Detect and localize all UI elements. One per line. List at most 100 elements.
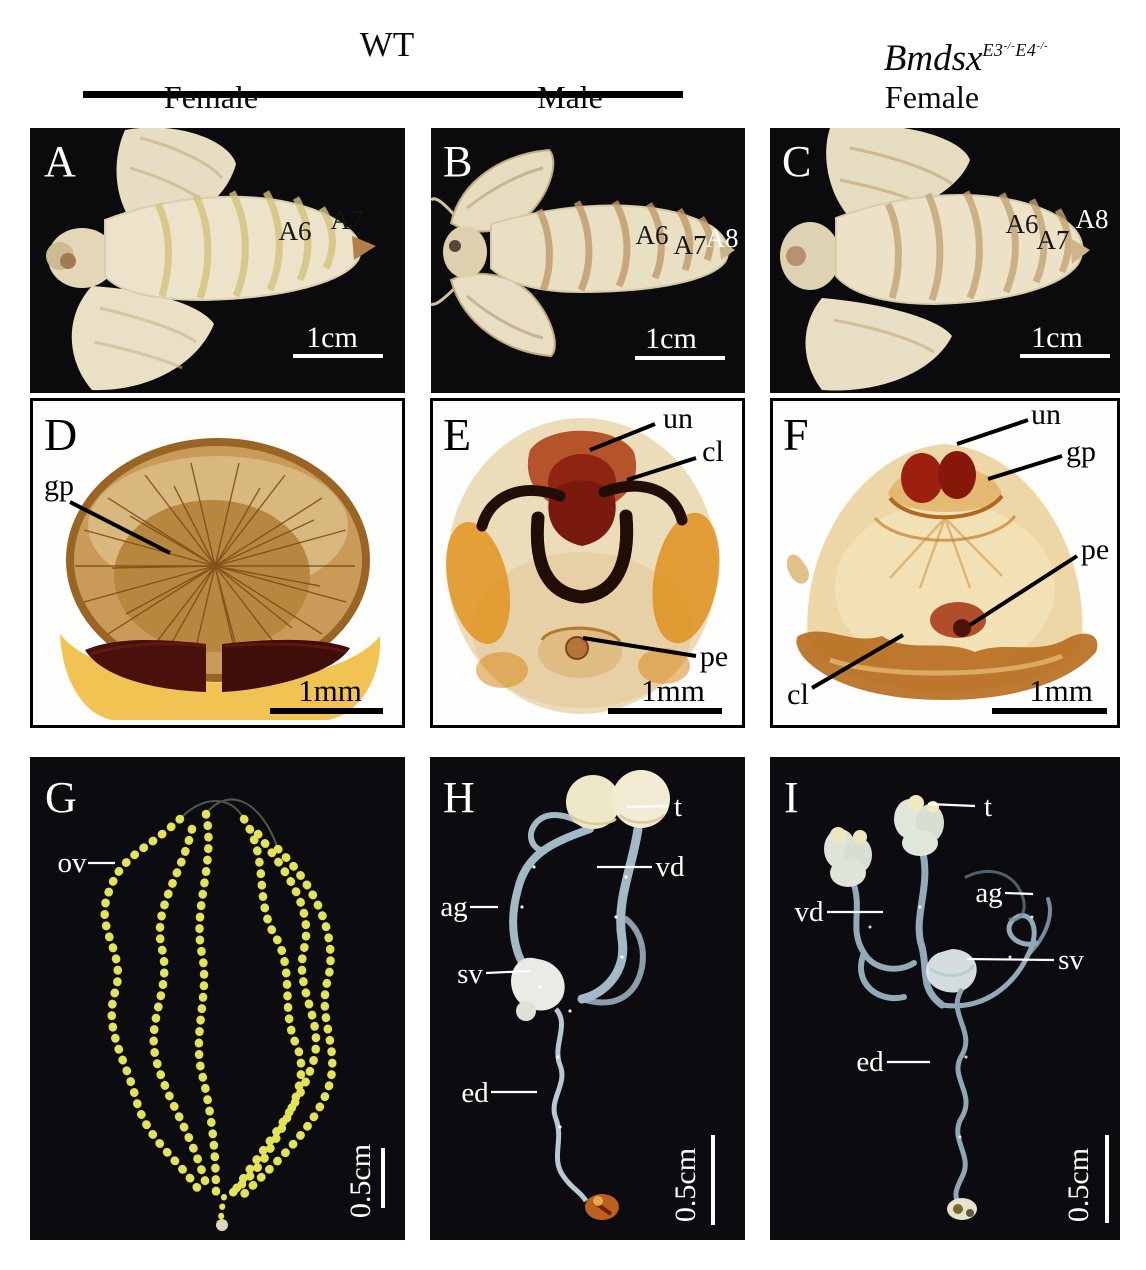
structure-label-gp: gp — [44, 469, 74, 502]
structure-label-ed: ed — [461, 1077, 489, 1109]
scale-bar — [381, 1148, 385, 1208]
leader-line-sv — [966, 957, 1055, 962]
panel-letter: D — [44, 409, 77, 460]
leader-line-un — [589, 422, 656, 452]
panel-A-wt-female-abdomen: A6 A7 A 1cm — [30, 128, 405, 393]
segment-label-a8: A8 — [706, 223, 739, 253]
segment-label-a6: A6 — [279, 216, 312, 246]
panel-D-wt-female-genitalia: gp D 1mm — [30, 398, 405, 728]
leader-line-pe — [582, 636, 697, 658]
segment-label-a7: A7 — [331, 205, 364, 235]
scale-label: 1mm — [1029, 673, 1093, 708]
structure-label-pe: pe — [700, 640, 728, 673]
mutant-allele-e4: E4 — [1015, 40, 1037, 60]
scale-label: 0.5cm — [669, 1148, 702, 1222]
structure-label-ag: ag — [440, 891, 467, 923]
panel-H-wt-male-reproductive-organs: t vd ag sv ed H 0.5cm — [430, 757, 745, 1240]
scale-bar — [1105, 1135, 1109, 1223]
wt-underline-bar — [83, 91, 683, 98]
panel-letter: G — [45, 773, 77, 822]
panel-E-wt-male-genitalia: un cl pe E 1mm — [430, 398, 745, 728]
structure-label-vd: vd — [795, 896, 825, 928]
panel-G-wt-female-ovary: ov G 0.5cm — [30, 757, 405, 1240]
structure-label-ed: ed — [856, 1046, 884, 1078]
panel-letter: F — [783, 409, 809, 460]
speckles — [868, 905, 1034, 1139]
moth-illustration — [431, 148, 735, 358]
column-label-mutant-female: Female — [884, 79, 980, 115]
moth-illustration — [780, 128, 1090, 391]
segment-label-a6: A6 — [1006, 209, 1039, 239]
panel-C-mutant-female-abdomen: A6 A7 A8 C 1cm — [770, 128, 1120, 393]
mutant-allele-e4-genotype: -/- — [1036, 40, 1049, 52]
degenerate-testis-clusters — [824, 795, 944, 887]
panel-letter: B — [443, 137, 472, 186]
structure-label-t: t — [984, 791, 992, 823]
leader-line-cl — [810, 633, 905, 690]
genitalia-illustration — [445, 418, 720, 714]
reproductive-tract-illustration — [509, 770, 670, 1220]
claspers — [476, 480, 688, 604]
scale-label: 1cm — [645, 322, 697, 355]
leader-line-pe — [968, 554, 1079, 627]
scale-bar — [608, 708, 722, 714]
panel-letter: C — [782, 137, 811, 186]
scale-bar — [992, 708, 1107, 714]
structure-label-sv: sv — [1058, 944, 1084, 976]
column-label-wt-female: Female — [163, 79, 259, 115]
panel-letter: E — [443, 409, 471, 460]
structure-label-pe: pe — [1081, 533, 1109, 566]
panel-letter: I — [784, 773, 799, 822]
structure-label-t: t — [674, 791, 682, 823]
scale-bar — [1020, 354, 1110, 358]
structure-label-un: un — [1031, 398, 1061, 431]
segment-label-a7: A7 — [674, 230, 707, 260]
group-label-mutant: BmdsxE3-/-E4-/- — [806, 40, 1126, 77]
leader-line-gp — [987, 454, 1063, 481]
scale-bar — [270, 708, 383, 714]
segment-label-a8: A8 — [1076, 204, 1109, 234]
panel-letter: A — [44, 137, 76, 186]
segment-label-a6: A6 — [636, 220, 669, 250]
moth-illustration — [46, 128, 376, 391]
speckles — [520, 865, 628, 1129]
scale-label: 0.5cm — [1062, 1148, 1095, 1222]
structure-label-cl: cl — [787, 678, 809, 711]
structure-label-sv: sv — [457, 958, 483, 990]
leader-line-t — [927, 802, 976, 808]
structure-label-vd: vd — [656, 851, 686, 883]
column-label-wt-male: Male — [537, 79, 603, 115]
scale-label: 0.5cm — [344, 1144, 377, 1218]
scale-bar — [635, 356, 725, 360]
structure-label-cl: cl — [702, 435, 724, 468]
leader-line-sv — [485, 969, 531, 975]
radiating-setae — [75, 462, 355, 670]
reproductive-tract-illustration — [824, 795, 1052, 1220]
leader-line-cl — [626, 456, 697, 482]
scale-label: 1mm — [298, 673, 362, 708]
genitalia-illustration — [786, 444, 1098, 700]
scale-bar — [293, 354, 383, 358]
scale-label: 1cm — [1031, 321, 1083, 354]
scale-label: 1cm — [306, 321, 358, 354]
group-label-wt: WT — [359, 25, 415, 64]
scale-bar — [711, 1135, 715, 1225]
panel-I-mutant-female-reproductive-organs: t ag vd sv ed I 0.5cm — [770, 757, 1120, 1240]
leader-line-un — [956, 418, 1029, 446]
panel-B-wt-male-abdomen: A6 A7 A8 B 1cm — [431, 128, 745, 393]
panel-letter: H — [443, 773, 475, 822]
leader-line-ag — [1004, 891, 1034, 896]
mutant-allele-e3-genotype: -/- — [1003, 40, 1016, 52]
panel-F-mutant-female-genitalia: un gp pe cl F 1mm — [770, 398, 1120, 728]
genitalia-illustration — [60, 438, 381, 720]
mutant-allele-e3: E3 — [982, 40, 1004, 60]
ovariole-illustration — [100, 798, 337, 1231]
structure-label-ag: ag — [975, 877, 1002, 909]
mutant-gene-name: Bmdsx — [883, 38, 983, 79]
scale-label: 1mm — [641, 673, 705, 708]
leader-line-t — [626, 804, 669, 809]
segment-label-a7: A7 — [1037, 225, 1070, 255]
structure-label-un: un — [663, 402, 693, 435]
structure-label-gp: gp — [1066, 435, 1096, 468]
